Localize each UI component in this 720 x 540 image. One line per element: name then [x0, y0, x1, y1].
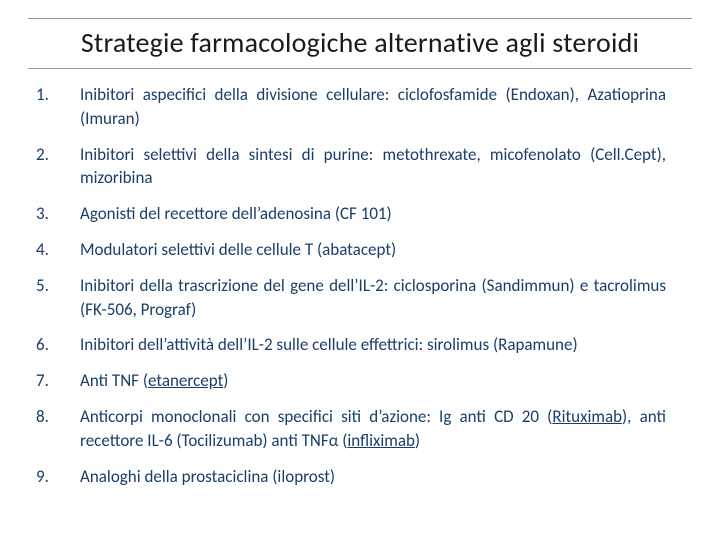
list-item: 8. Anticorpi monoclonali con specifici s… [36, 405, 666, 453]
slide-title: Strategie farmacologiche alternative agl… [28, 25, 692, 60]
seg-symbol: α [329, 430, 339, 451]
item-text: Inibitori della trascrizione del gene de… [80, 274, 666, 322]
item-number: 1. [36, 83, 80, 105]
item-text: Anti TNF (etanercept) [80, 369, 666, 393]
list-item: 9. Analoghi della prostaciclina (ilopros… [36, 465, 666, 489]
item-number: 7. [36, 369, 80, 391]
item-text-underline: etanercept [148, 370, 223, 391]
seg: Anticorpi monoclonali con specifici siti… [80, 406, 552, 427]
item-text: Analoghi della prostaciclina (iloprost) [80, 465, 666, 489]
item-number: 5. [36, 274, 80, 296]
item-number: 9. [36, 465, 80, 487]
slide: Strategie farmacologiche alternative agl… [0, 0, 720, 540]
item-text-post: ) [223, 370, 228, 391]
item-number: 4. [36, 238, 80, 260]
list-item: 4. Modulatori selettivi delle cellule T … [36, 238, 666, 262]
numbered-list: 1. Inibitori aspecifici della divisione … [28, 83, 692, 488]
seg-underline: Rituximab [552, 406, 622, 427]
list-item: 7. Anti TNF (etanercept) [36, 369, 666, 393]
list-item: 5. Inibitori della trascrizione del gene… [36, 274, 666, 322]
item-text: Inibitori dell’attività dell’IL-2 sulle … [80, 333, 666, 357]
seg: ( [338, 430, 347, 451]
item-text: Agonisti del recettore dell’adenosina (C… [80, 202, 666, 226]
seg: ) [415, 430, 420, 451]
item-number: 2. [36, 143, 80, 165]
item-number: 3. [36, 202, 80, 224]
list-item: 6. Inibitori dell’attività dell’IL-2 sul… [36, 333, 666, 357]
item-text: Modulatori selettivi delle cellule T (ab… [80, 238, 666, 262]
item-text: Inibitori selettivi della sintesi di pur… [80, 143, 666, 191]
item-text: Inibitori aspecifici della divisione cel… [80, 83, 666, 131]
title-bar: Strategie farmacologiche alternative agl… [28, 18, 692, 69]
item-number: 8. [36, 405, 80, 427]
item-text: Anticorpi monoclonali con specifici siti… [80, 405, 666, 453]
list-item: 2. Inibitori selettivi della sintesi di … [36, 143, 666, 191]
seg-underline: infliximab [347, 430, 415, 451]
item-text-pre: Anti TNF ( [80, 370, 148, 391]
list-item: 1. Inibitori aspecifici della divisione … [36, 83, 666, 131]
list-item: 3. Agonisti del recettore dell’adenosina… [36, 202, 666, 226]
item-number: 6. [36, 333, 80, 355]
